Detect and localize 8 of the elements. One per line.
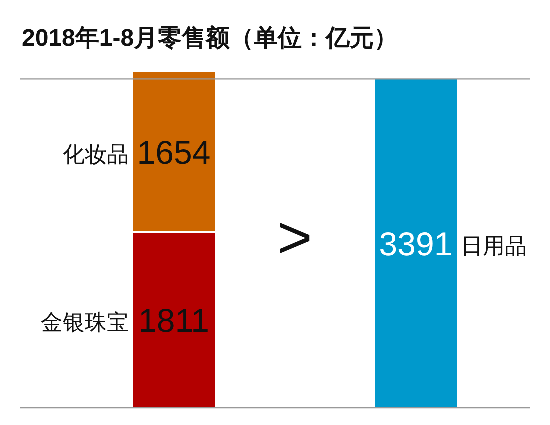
series-name: 日用品 bbox=[461, 234, 527, 259]
annotation: > bbox=[277, 204, 313, 271]
series-name: 化妆品 bbox=[63, 142, 129, 168]
data-label: 1654 bbox=[137, 134, 211, 172]
data-label: 1811 bbox=[138, 302, 210, 340]
title: 2018年1-8月零售额（单位：亿元） bbox=[22, 25, 398, 52]
series-name: 金银珠宝 bbox=[41, 310, 129, 336]
data-label: 3391 bbox=[379, 226, 453, 263]
